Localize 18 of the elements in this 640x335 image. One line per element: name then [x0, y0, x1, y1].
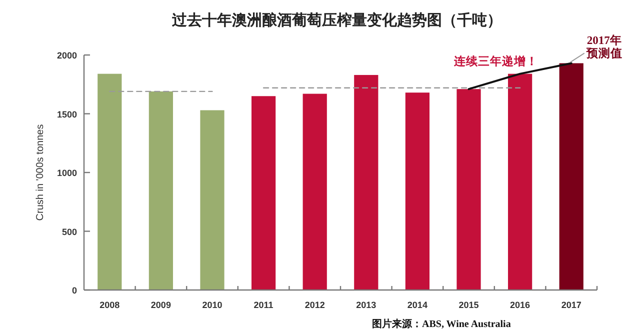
y-tick-label: 1000	[56, 168, 77, 178]
x-tick-label: 2014	[407, 300, 428, 310]
x-tick-label: 2008	[100, 300, 120, 310]
title: 过去十年澳洲酿酒葡萄压榨量变化趋势图（千吨）	[172, 13, 502, 29]
x-tick-label: 2011	[254, 300, 274, 310]
x-tick-label: 2013	[356, 300, 376, 310]
y-tick-label: 500	[62, 226, 77, 237]
x-tick-label: 2015	[458, 300, 479, 310]
x-tick-label: 2009	[150, 300, 171, 310]
x-tick-label: 2012	[304, 300, 325, 310]
x-tick-label: 2017	[561, 300, 582, 310]
x-tick-label: 2010	[202, 300, 222, 310]
source: 图片来源：ABS, Wine Australia	[372, 319, 511, 330]
x-tick-label: 2016	[510, 300, 530, 310]
ylabel: Crush in '000s tonnes	[35, 124, 46, 221]
y-tick-label: 2000	[56, 50, 77, 60]
y-tick-label: 0	[72, 286, 77, 296]
y-tick-label: 1500	[56, 109, 77, 120]
